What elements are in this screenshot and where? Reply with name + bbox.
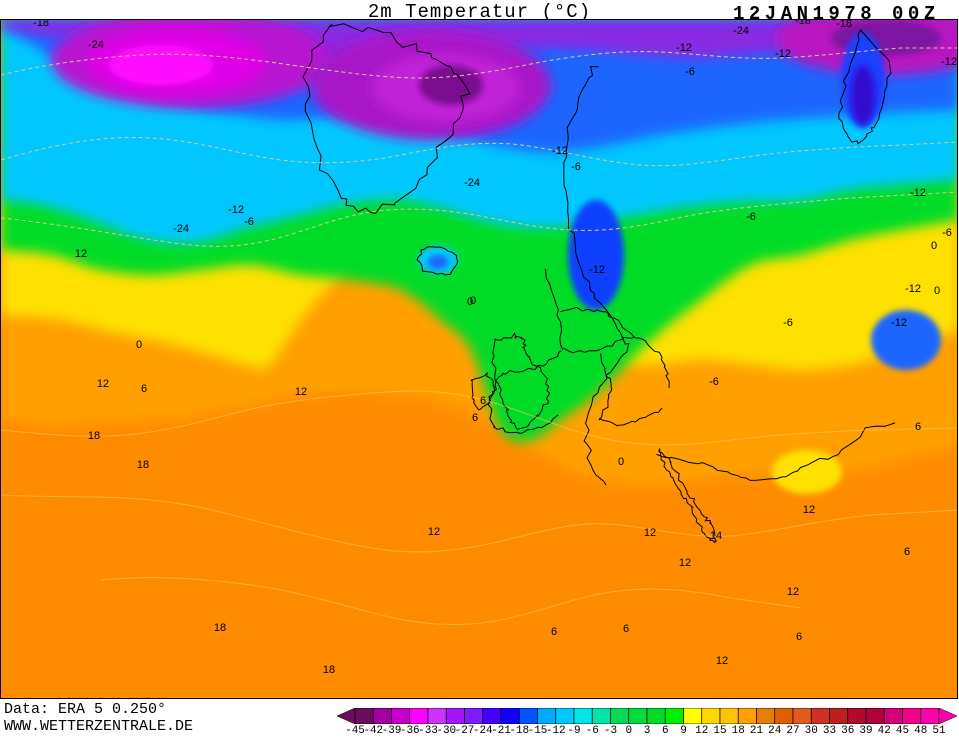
- svg-text:14: 14: [710, 530, 722, 542]
- svg-text:6: 6: [472, 412, 478, 424]
- svg-text:6: 6: [551, 626, 557, 638]
- svg-text:-6: -6: [709, 376, 719, 388]
- svg-text:12: 12: [644, 527, 656, 539]
- svg-text:-6: -6: [571, 161, 581, 173]
- svg-text:-18: -18: [33, 20, 49, 29]
- svg-text:-6: -6: [685, 66, 695, 78]
- svg-text:-24: -24: [464, 177, 480, 189]
- svg-text:6: 6: [141, 383, 147, 395]
- svg-text:0: 0: [934, 285, 940, 297]
- svg-text:6: 6: [623, 623, 629, 635]
- svg-text:-6: -6: [244, 216, 254, 228]
- svg-text:-12: -12: [891, 317, 907, 329]
- svg-text:12: 12: [295, 386, 307, 398]
- svg-text:12: 12: [679, 557, 691, 569]
- svg-text:-12: -12: [941, 56, 957, 68]
- svg-text:12: 12: [716, 655, 728, 667]
- svg-text:-6: -6: [942, 227, 952, 239]
- svg-text:18: 18: [323, 664, 335, 676]
- svg-text:-12: -12: [905, 283, 921, 295]
- svg-text:-18: -18: [795, 20, 811, 27]
- svg-text:18: 18: [137, 459, 149, 471]
- svg-text:6: 6: [480, 395, 486, 407]
- svg-text:0: 0: [467, 296, 473, 308]
- svg-text:12: 12: [803, 504, 815, 516]
- svg-text:12: 12: [97, 378, 109, 390]
- svg-text:18: 18: [88, 430, 100, 442]
- svg-text:6: 6: [904, 546, 910, 558]
- svg-text:0: 0: [618, 456, 624, 468]
- svg-text:-24: -24: [173, 223, 189, 235]
- svg-text:12: 12: [75, 248, 87, 260]
- svg-text:-6: -6: [746, 211, 756, 223]
- svg-text:-24: -24: [88, 39, 104, 51]
- svg-text:-12: -12: [589, 264, 605, 276]
- svg-text:6: 6: [796, 631, 802, 643]
- svg-text:-12: -12: [775, 48, 791, 60]
- svg-text:12: 12: [787, 586, 799, 598]
- svg-text:-12: -12: [910, 187, 926, 199]
- svg-text:-12: -12: [228, 204, 244, 216]
- svg-text:6: 6: [915, 421, 921, 433]
- svg-text:0: 0: [931, 240, 937, 252]
- svg-text:-18: -18: [836, 20, 852, 30]
- svg-text:-6: -6: [783, 317, 793, 329]
- svg-text:-24: -24: [733, 25, 749, 37]
- svg-text:0: 0: [136, 339, 142, 351]
- svg-text:-12: -12: [676, 42, 692, 54]
- svg-text:12: 12: [428, 526, 440, 538]
- svg-text:18: 18: [214, 622, 226, 634]
- svg-text:-12: -12: [552, 145, 568, 157]
